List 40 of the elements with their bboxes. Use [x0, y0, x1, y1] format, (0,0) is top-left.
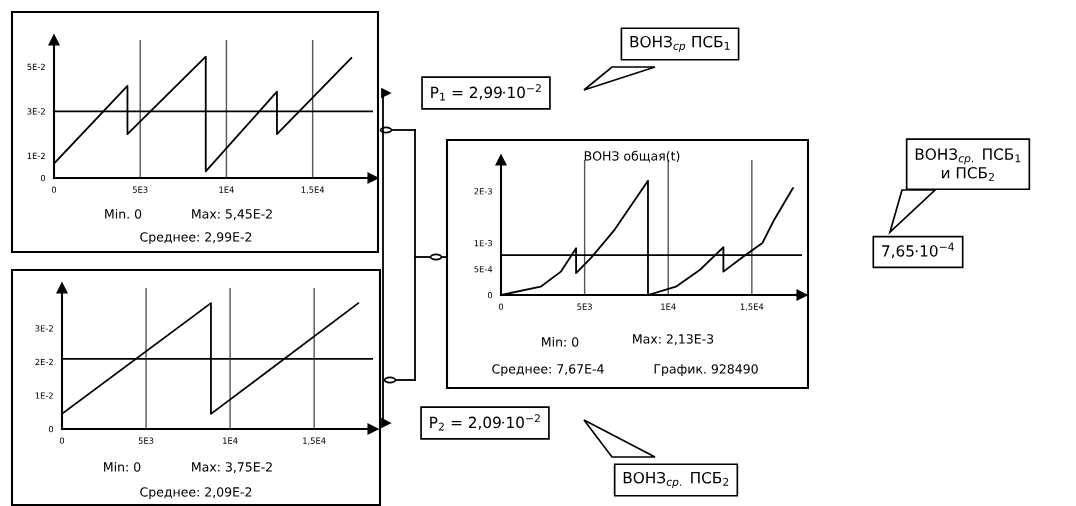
y-tick-label: 5E-4 [474, 266, 493, 273]
y-tick-label: 2E-3 [474, 188, 492, 195]
text: Max: 2,13E-3 [633, 334, 714, 345]
text: Среднее: 7,67E-4 [492, 364, 604, 377]
x-tick-label: 5E3 [132, 186, 148, 193]
text: Max: 3,75E-2 [192, 462, 272, 473]
text: График. 928490 [654, 364, 758, 377]
x-tick-label: 0 [59, 437, 65, 444]
x-tick-label: 1,5E4 [301, 186, 325, 194]
text: ВОНЗ$_{ср.}$ ПСБ$_{1}$ и ПСБ$_{2}$ [915, 148, 1021, 181]
y-tick-label: 3E-2 [27, 108, 45, 115]
text: Max: 5,45E-2 [192, 209, 272, 220]
x-tick-label: 1E4 [661, 303, 676, 310]
x-tick-label: 5E3 [138, 437, 154, 444]
y-tick-label: 0 [487, 291, 493, 299]
text: P$_{2}$ = 2,09·10$^{−2}$ [430, 414, 540, 431]
text: Min. 0 [105, 208, 142, 219]
y-tick-label: 0 [48, 425, 54, 433]
text: ВОНЗ$_{ср}$ ПСБ$_{1}$ [630, 35, 730, 52]
chart-title: ВОНЗ общая(t) [584, 150, 680, 163]
y-tick-label: 2E-2 [35, 358, 53, 366]
text: P$_{1}$ = 2,99·10$^{−2}$ [431, 84, 541, 101]
text: Среднее: 2,99E-2 [140, 232, 252, 245]
text: Min: 0 [542, 336, 579, 347]
y-tick-label: 0 [40, 174, 46, 182]
x-tick-label: 1,5E4 [303, 437, 326, 445]
x-tick-label: 0 [498, 303, 504, 310]
x-tick-label: 5E3 [577, 303, 592, 310]
y-tick-label: 1E-3 [474, 240, 492, 247]
y-tick-label: 1E-2 [27, 152, 45, 159]
text: 7,65·10$^{−4}$ [882, 242, 954, 259]
x-tick-label: 1E4 [219, 186, 234, 193]
text: Min: 0 [104, 461, 141, 472]
text: ВОНЗ$_{ср.}$ ПСБ$_{2}$ [623, 471, 729, 488]
y-tick-label: 3E-2 [35, 325, 53, 332]
y-tick-label: 1E-2 [35, 392, 53, 399]
y-tick-label: 5E-2 [27, 63, 45, 70]
x-tick-label: 1,5E4 [740, 303, 764, 311]
text: Среднее: 2,09E-2 [140, 487, 252, 500]
x-tick-label: 1E4 [223, 437, 238, 444]
